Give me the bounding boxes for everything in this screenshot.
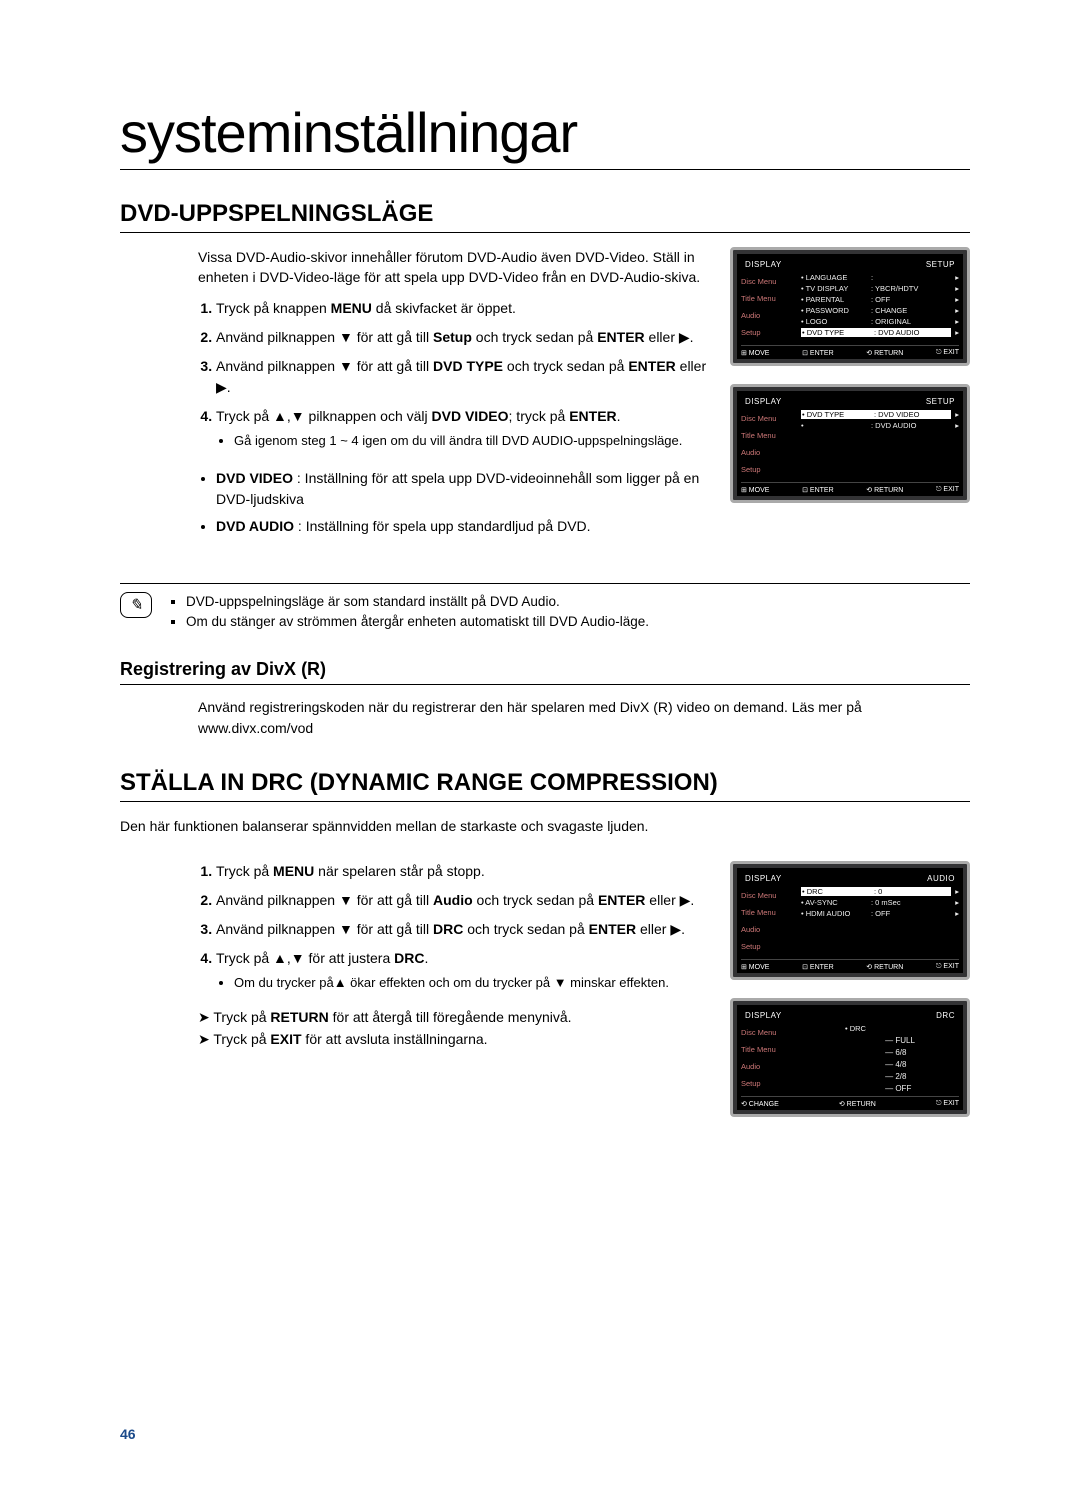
osd-setup-screenshot: DISPLAYSETUP Disc MenuTitle Menu AudioSe…	[730, 247, 970, 366]
section2-intro: Den här funktionen balanserar spännvidde…	[120, 816, 970, 837]
def: DVD VIDEO : Inställning för att spela up…	[216, 468, 710, 510]
osd-audio-screenshot: DISPLAYAUDIO Disc MenuTitle Menu AudioSe…	[730, 861, 970, 980]
section2-arrows: Tryck på RETURN för att återgå till före…	[120, 1006, 710, 1051]
arrow-item: Tryck på EXIT för att avsluta inställnin…	[198, 1028, 710, 1050]
step: Tryck på knappen MENU då skivfacket är ö…	[216, 298, 710, 319]
section-dvd-title: DVD-UPPSPELNINGSLÄGE	[120, 200, 970, 233]
step: Tryck på ▲,▼ för att justera DRC. Om du …	[216, 948, 710, 993]
osd-drc-screenshot: DISPLAYDRC Disc MenuTitle Menu AudioSetu…	[730, 998, 970, 1117]
note: Om du stänger av strömmen återgår enhete…	[186, 612, 649, 632]
section1-intro: Vissa DVD-Audio-skivor innehåller föruto…	[198, 247, 710, 288]
section2-steps: Tryck på MENU när spelaren står på stopp…	[120, 861, 710, 993]
step: Använd pilknappen ▼ för att gå till Setu…	[216, 327, 710, 348]
substep: Om du trycker på▲ ökar effekten och om d…	[234, 973, 710, 993]
substep: Gå igenom steg 1 ~ 4 igen om du vill änd…	[234, 431, 710, 451]
section1-defs: DVD VIDEO : Inställning för att spela up…	[120, 468, 710, 537]
step: Använd pilknappen ▼ för att gå till DRC …	[216, 919, 710, 940]
subsection-divx-title: Registrering av DivX (R)	[120, 659, 970, 685]
step: Använd pilknappen ▼ för att gå till Audi…	[216, 890, 710, 911]
note: DVD-uppspelningsläge är som standard ins…	[186, 592, 649, 612]
arrow-item: Tryck på RETURN för att återgå till före…	[198, 1006, 710, 1028]
osd-dvdtype-screenshot: DISPLAYSETUP Disc MenuTitle Menu AudioSe…	[730, 384, 970, 503]
note-block: ✎ DVD-uppspelningsläge är som standard i…	[120, 583, 970, 633]
def: DVD AUDIO : Inställning för spela upp st…	[216, 516, 710, 537]
section1-steps: Tryck på knappen MENU då skivfacket är ö…	[120, 298, 710, 451]
step: Använd pilknappen ▼ för att gå till DVD …	[216, 356, 710, 398]
subsection-body: Använd registreringskoden när du registr…	[198, 697, 970, 739]
note-icon: ✎	[120, 592, 152, 618]
page-title: systeminställningar	[120, 100, 970, 170]
step: Tryck på MENU när spelaren står på stopp…	[216, 861, 710, 882]
page-number: 46	[120, 1426, 136, 1442]
section-drc-title: STÄLLA IN DRC (DYNAMIC RANGE COMPRESSION…	[120, 769, 970, 802]
step: Tryck på ▲,▼ pilknappen och välj DVD VID…	[216, 406, 710, 451]
